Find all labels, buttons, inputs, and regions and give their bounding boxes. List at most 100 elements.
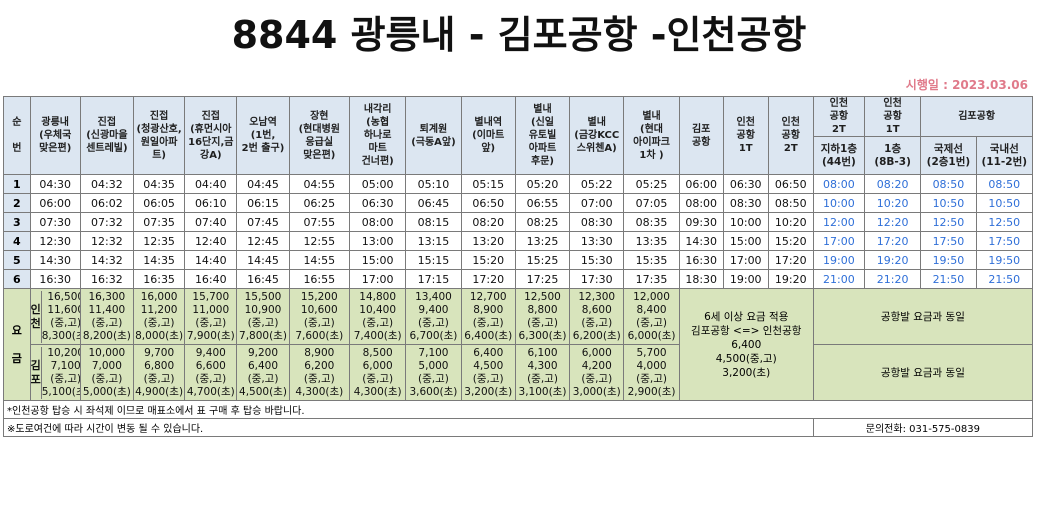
departure-time: 15:15 — [405, 250, 462, 270]
return-group-header: 김포공항 — [920, 96, 1033, 137]
fare-gimpo: 9,700 6,800 (중,고) 4,900(초) — [132, 344, 186, 401]
row-number: 3 — [3, 212, 31, 232]
departure-time: 07:55 — [288, 212, 351, 232]
stop-header: 별내 (현대 아이파크 1차 ) — [623, 96, 680, 175]
fare-gimpo: 10,000 7,000 (중,고) 5,000(초) — [79, 344, 135, 401]
departure-time: 15:30 — [569, 250, 625, 270]
table-row: 3 07:30 07:32 07:35 07:40 07:45 07:55 08:00 08:1… — [3, 212, 1034, 232]
departure-time: 05:20 — [514, 174, 571, 194]
departure-time: 05:25 — [623, 174, 680, 194]
fare-incheon: 인 천16,500 11,600 (중,고) 8,300(초) — [29, 288, 81, 345]
fare-gimpo: 6,400 4,500 (중,고) 3,200(초) — [460, 344, 516, 401]
fare-incheon: 12,700 8,900 (중,고) 6,400(초) — [460, 288, 516, 345]
departure-time: 06:02 — [79, 193, 135, 213]
departure-time: 14:45 — [236, 250, 290, 270]
departure-time: 08:35 — [623, 212, 680, 232]
fare-gimpo-label: 김 포 — [31, 346, 42, 399]
return-time: 21:20 — [863, 269, 922, 289]
departure-time: 18:30 — [678, 269, 724, 289]
same-fare-note: 공항발 요금과 동일 — [812, 344, 1034, 401]
row-number: 6 — [3, 269, 31, 289]
return-time: 10:20 — [863, 193, 922, 213]
footer-note-1: *인천공항 탑승 시 좌석제 이므로 매표소에서 표 구매 후 탑승 바랍니다. — [3, 400, 1033, 419]
fare-value: 10,200 7,100 (중,고) 5,100(초) — [41, 346, 81, 398]
return-time: 12:00 — [812, 212, 865, 232]
departure-time: 10:00 — [722, 212, 769, 232]
return-time: 08:50 — [975, 174, 1034, 194]
departure-time: 13:00 — [348, 231, 407, 251]
fare-gimpo: 8,900 6,200 (중,고) 4,300(초) — [288, 344, 351, 401]
return-time: 08:20 — [863, 174, 922, 194]
fare-incheon: 14,800 10,400 (중,고) 7,400(초) — [348, 288, 407, 345]
return-sub-header: 국내선 (11-2번) — [975, 136, 1034, 175]
row-number: 2 — [3, 193, 31, 213]
departure-time: 08:30 — [569, 212, 625, 232]
stop-header: 진접 (신광마을 센트레빌) — [79, 96, 135, 175]
departure-time: 04:55 — [288, 174, 351, 194]
departure-time: 08:25 — [514, 212, 571, 232]
fare-incheon: 16,000 11,200 (중,고) 8,000(초) — [132, 288, 186, 345]
departure-time: 17:25 — [514, 269, 571, 289]
departure-time: 04:35 — [132, 174, 186, 194]
departure-time: 05:22 — [569, 174, 625, 194]
departure-time: 15:20 — [460, 250, 516, 270]
departure-time: 10:20 — [767, 212, 814, 232]
return-time: 19:20 — [863, 250, 922, 270]
departure-time: 16:40 — [184, 269, 238, 289]
fare-incheon: 13,400 9,400 (중,고) 6,700(초) — [405, 288, 462, 345]
departure-time: 16:30 — [29, 269, 81, 289]
departure-time: 07:30 — [29, 212, 81, 232]
return-time: 19:50 — [975, 250, 1034, 270]
table-row: 1 04:30 04:32 04:35 04:40 04:45 04:55 05:00 05:1… — [3, 174, 1034, 194]
departure-time: 08:30 — [722, 193, 769, 213]
stop-header: 광릉내 (우체국 맞은편) — [29, 96, 81, 175]
departure-time: 17:15 — [405, 269, 462, 289]
departure-time: 16:32 — [79, 269, 135, 289]
departure-time: 07:00 — [569, 193, 625, 213]
table-row: 5 14:30 14:32 14:35 14:40 14:45 14:55 15:00 15:1… — [3, 250, 1034, 270]
table-row: 2 06:00 06:02 06:05 06:10 06:15 06:25 06:30 06:4… — [3, 193, 1034, 213]
fare-gimpo: 9,400 6,600 (중,고) 4,700(초) — [184, 344, 238, 401]
return-time: 17:50 — [920, 231, 977, 251]
departure-time: 08:20 — [460, 212, 516, 232]
departure-time: 13:25 — [514, 231, 571, 251]
return-time: 17:20 — [863, 231, 922, 251]
fare-gimpo: 6,000 4,200 (중,고) 3,000(초) — [569, 344, 625, 401]
departure-time: 17:20 — [460, 269, 516, 289]
departure-time: 06:55 — [514, 193, 571, 213]
departure-time: 04:40 — [184, 174, 238, 194]
departure-time: 07:40 — [184, 212, 238, 232]
departure-time: 12:32 — [79, 231, 135, 251]
return-time: 10:00 — [812, 193, 865, 213]
departure-time: 06:30 — [348, 193, 407, 213]
departure-time: 15:25 — [514, 250, 571, 270]
return-sub-header: 국제선 (2층1번) — [920, 136, 977, 175]
departure-time: 13:20 — [460, 231, 516, 251]
departure-time: 06:30 — [722, 174, 769, 194]
departure-time: 17:30 — [569, 269, 625, 289]
return-time: 21:50 — [920, 269, 977, 289]
row-number: 4 — [3, 231, 31, 251]
return-time: 19:50 — [920, 250, 977, 270]
fare-gimpo: 7,100 5,000 (중,고) 3,600(초) — [405, 344, 462, 401]
footer-note-2: ※도로여건에 따라 시간이 변동 될 수 있습니다. — [3, 418, 814, 437]
departure-time: 04:30 — [29, 174, 81, 194]
departure-time: 05:00 — [348, 174, 407, 194]
departure-time: 06:45 — [405, 193, 462, 213]
row-number: 5 — [3, 250, 31, 270]
departure-time: 05:15 — [460, 174, 516, 194]
return-time: 17:00 — [812, 231, 865, 251]
departure-time: 07:45 — [236, 212, 290, 232]
departure-time: 08:00 — [348, 212, 407, 232]
table-row: 6 16:30 16:32 16:35 16:40 16:45 16:55 17:00 17:1… — [3, 269, 1034, 289]
contact-phone: 문의전화: 031-575-0839 — [812, 418, 1034, 437]
row-number: 1 — [3, 174, 31, 194]
departure-time: 12:40 — [184, 231, 238, 251]
departure-time: 04:32 — [79, 174, 135, 194]
timetable: 순 번 광릉내 (우체국 맞은편) 진접 (신광마을 센트레빌) 진접 (청광산… — [3, 96, 1034, 437]
departure-time: 15:00 — [348, 250, 407, 270]
departure-time: 16:55 — [288, 269, 351, 289]
departure-time: 14:55 — [288, 250, 351, 270]
fare-incheon: 12,300 8,600 (중,고) 6,200(초) — [569, 288, 625, 345]
fare-label: 요 금 — [3, 288, 31, 401]
